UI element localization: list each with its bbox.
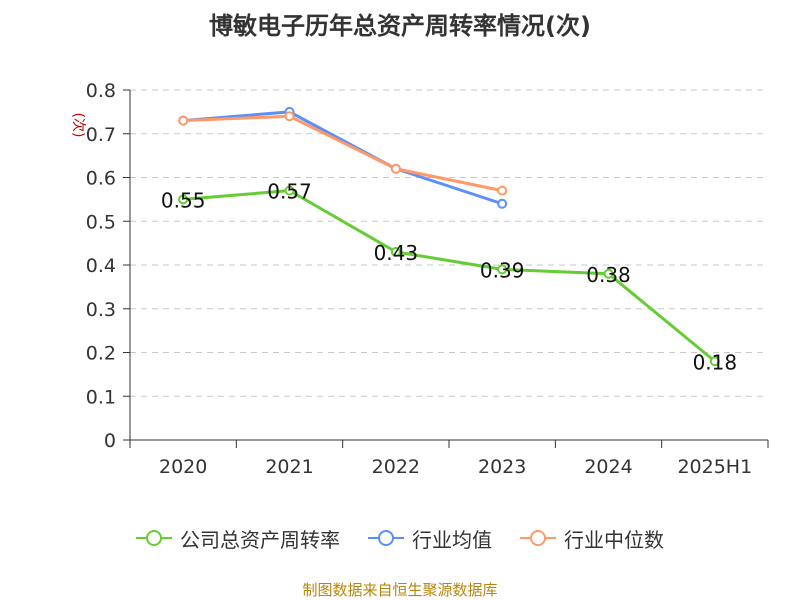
y-tick-label: 0.5 [86,211,116,233]
series-lines [178,106,720,367]
legend-marker-company [136,528,172,548]
y-tick-label: 0 [104,430,116,452]
y-tick-label: 0.1 [86,386,116,408]
legend-item-industry-avg[interactable]: 行业均值 [368,524,492,553]
x-tick-label: 2021 [265,456,313,478]
x-tick-label: 2020 [159,456,207,478]
data-label: 0.57 [267,180,312,204]
data-label: 0.43 [374,241,419,265]
data-point[interactable] [284,111,295,122]
series-line-0 [183,189,716,363]
legend-label-industry-median: 行业中位数 [564,527,664,552]
source-note: 制图数据来自恒生聚源数据库 [302,581,498,599]
legend-marker-industry-avg [368,528,404,548]
data-label: 0.55 [161,188,206,212]
legend-item-industry-median[interactable]: 行业中位数 [520,524,664,553]
legend-label-company: 公司总资产周转率 [180,527,340,552]
series-line-1 [183,110,503,206]
data-point[interactable] [497,198,508,209]
data-point[interactable] [284,185,295,196]
data-point[interactable] [603,268,614,279]
y-tick-label: 0.2 [86,343,116,365]
data-point[interactable] [497,185,508,196]
grid-lines [130,89,768,397]
data-point[interactable] [497,264,508,275]
data-label: 0.38 [586,263,631,287]
data-labels: 0.55 0.57 0.43 0.39 0.38 0.18 [161,180,737,375]
y-tick-label: 0.8 [86,80,116,102]
y-tick-label: 0.6 [86,168,116,190]
data-point[interactable] [178,194,189,205]
legend-label-industry-avg: 行业均值 [412,527,492,552]
chart-legend: 公司总资产周转率 行业均值 行业中位数 [0,518,800,558]
chart-title: 博敏电子历年总资产周转率情况(次) [209,12,591,40]
data-label: 0.39 [480,258,525,282]
data-point[interactable] [390,163,401,174]
data-point[interactable] [390,246,401,257]
y-tick-label: 0.3 [86,299,116,321]
axes: 0 0.1 0.2 0.3 0.4 0.5 0.6 0.7 0.8(次) 2020 2021 2022… [70,80,769,478]
x-tick-label: 2025H1 [677,456,752,478]
x-tick-label: 2023 [478,456,526,478]
x-tick-label: 2024 [584,456,632,478]
data-point[interactable] [178,115,189,126]
y-tick-label: 0.4 [86,255,116,277]
data-label: 0.18 [693,350,738,374]
legend-item-company[interactable]: 公司总资产周转率 [136,524,340,553]
y-tick-label: 0.7 [86,124,116,146]
legend-marker-industry-median [520,528,556,548]
y-axis-unit-label: (次) [70,113,86,138]
x-tick-label: 2022 [372,456,420,478]
series-line-2 [183,114,503,193]
data-point[interactable] [709,356,720,367]
